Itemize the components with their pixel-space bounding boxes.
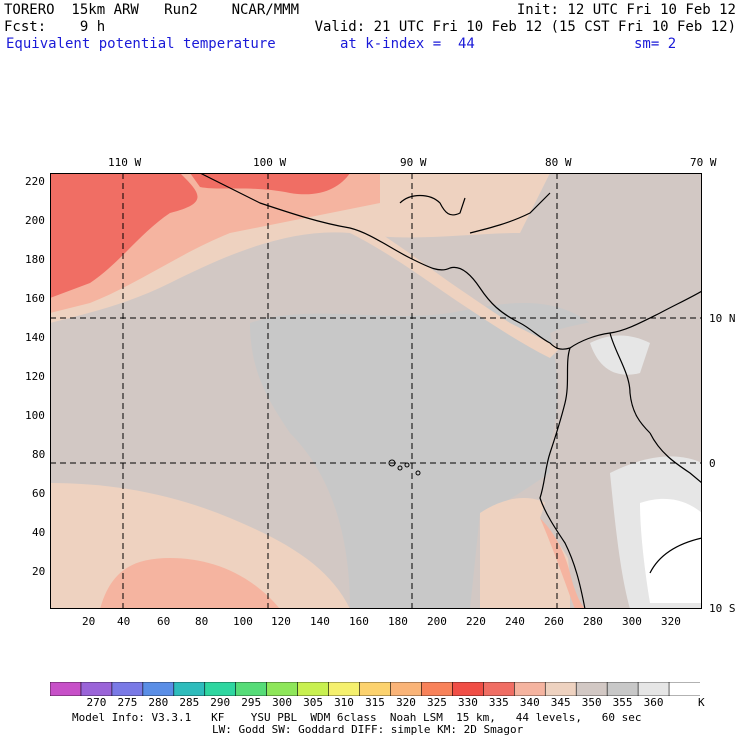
init-time: Init: 12 UTC Fri 10 Feb 12	[516, 2, 736, 18]
hot-region-coast	[190, 173, 350, 195]
colorbar-swatch	[421, 682, 454, 696]
colorbar-swatch	[297, 682, 330, 696]
lat-label-0: 0	[709, 457, 716, 470]
colorbar-swatch	[142, 682, 175, 696]
lon-label-90w: 90 W	[400, 156, 427, 169]
galapagos-islands	[388, 459, 421, 476]
colorbar-label: 315	[365, 696, 385, 709]
colorbar-swatch	[235, 682, 268, 696]
colorbar-label: 350	[581, 696, 602, 709]
forecast-hour: Fcst: 9 h	[4, 19, 106, 35]
colorbar-swatch	[111, 682, 144, 696]
lat-label-10n: 10 N	[709, 312, 736, 325]
colorbar-label: 310	[334, 696, 354, 709]
x-tick-label: 80	[195, 615, 209, 628]
coastal-warm-strip	[540, 518, 585, 609]
colorbar-swatch	[483, 682, 516, 696]
lon-label-80w: 80 W	[545, 156, 572, 169]
physics-info: LW: Godd SW: Goddard DIFF: simple KM: 2D…	[212, 723, 524, 736]
map-frame	[50, 173, 702, 609]
x-tick-label: 100	[233, 615, 253, 628]
lon-label-70w: 70 W	[690, 156, 717, 169]
x-tick-label: 40	[117, 615, 131, 628]
colorbar-swatch	[359, 682, 392, 696]
colorbar-label: 330	[457, 696, 478, 709]
colorbar-label: 335	[488, 696, 509, 709]
x-tick-label: 160	[349, 615, 369, 628]
x-tick-label: 220	[466, 615, 486, 628]
x-tick-label: 320	[661, 615, 681, 628]
model-title: TORERO 15km ARW Run2 NCAR/MMM	[4, 2, 300, 18]
colorbar-swatch	[637, 682, 670, 696]
y-tick-label: 220	[25, 175, 45, 188]
central-america-land	[350, 213, 560, 358]
colorbar-label: 300	[272, 696, 293, 709]
y-tick-label: 160	[25, 292, 45, 305]
colorbar-swatch	[452, 682, 485, 696]
colorbar-label: 305	[303, 696, 324, 709]
x-tick-label: 20	[82, 615, 96, 628]
colorbar-label: 280	[148, 696, 169, 709]
x-tick-label: 300	[622, 615, 642, 628]
y-tick-label: 60	[32, 487, 46, 500]
low-theta-e-region	[250, 303, 590, 609]
colorbar-label: 270	[86, 696, 107, 709]
y-tick-label: 20	[32, 565, 46, 578]
colorbar-label: 285	[179, 696, 200, 709]
valid-time: Valid: 21 UTC Fri 10 Feb 12 (15 CST Fri …	[314, 19, 736, 35]
theta-e-map	[50, 173, 702, 609]
y-tick-label: 200	[25, 214, 45, 227]
colorbar	[50, 682, 700, 696]
colorbar-swatch	[575, 682, 608, 696]
x-tick-label: 240	[505, 615, 525, 628]
y-tick-label: 100	[25, 409, 45, 422]
colorbar-label: 295	[241, 696, 262, 709]
colorbar-swatch	[544, 682, 577, 696]
colorbar-swatch	[390, 682, 423, 696]
x-tick-label: 60	[157, 615, 171, 628]
x-tick-label: 180	[388, 615, 408, 628]
y-tick-label: 80	[32, 448, 46, 461]
lon-label-110w: 110 W	[108, 156, 142, 169]
x-tick-label: 280	[583, 615, 603, 628]
model-info: Model Info: V3.3.1 KF YSU PBL WDM 6class…	[72, 711, 642, 724]
colorbar-swatch	[606, 682, 639, 696]
colorbar-swatch	[513, 682, 547, 696]
map-gridlines	[50, 173, 702, 609]
colorbar-label: 340	[519, 696, 540, 709]
smoothing-label: sm= 2	[634, 36, 677, 52]
y-tick-label: 120	[25, 370, 45, 383]
colorbar-swatch	[668, 682, 700, 696]
y-tick-label: 180	[25, 253, 45, 266]
hot-region-northwest	[50, 173, 198, 298]
lat-label-10s: 10 S	[709, 602, 736, 615]
x-tick-label: 260	[544, 615, 564, 628]
lon-label-100w: 100 W	[253, 156, 287, 169]
colorbar-label: 325	[426, 696, 447, 709]
colorbar-label: 345	[550, 696, 571, 709]
colorbar-swatch	[80, 682, 113, 696]
colorbar-label: 275	[117, 696, 138, 709]
colorbar-label: 320	[396, 696, 416, 709]
coastlines	[199, 173, 702, 609]
warm-region-south	[100, 558, 280, 609]
x-tick-label: 200	[427, 615, 447, 628]
y-tick-label: 140	[25, 331, 45, 344]
field-name: Equivalent potential temperature	[6, 36, 276, 52]
colorbar-swatch	[173, 682, 206, 696]
colorbar-label: 360	[643, 696, 664, 709]
colorbar-label: 355	[612, 696, 633, 709]
y-tick-label: 40	[32, 526, 46, 539]
colorbar-swatch	[50, 682, 82, 696]
colombia-cool-region	[590, 335, 650, 375]
x-tick-label: 120	[271, 615, 291, 628]
x-tick-label: 140	[310, 615, 330, 628]
colorbar-swatch	[204, 682, 237, 696]
colorbar-swatch	[266, 682, 299, 696]
colorbar-unit: K	[698, 696, 705, 709]
colorbar-swatch	[328, 682, 361, 696]
colorbar-label: 290	[210, 696, 231, 709]
level-label: at k-index = 44	[340, 36, 475, 52]
